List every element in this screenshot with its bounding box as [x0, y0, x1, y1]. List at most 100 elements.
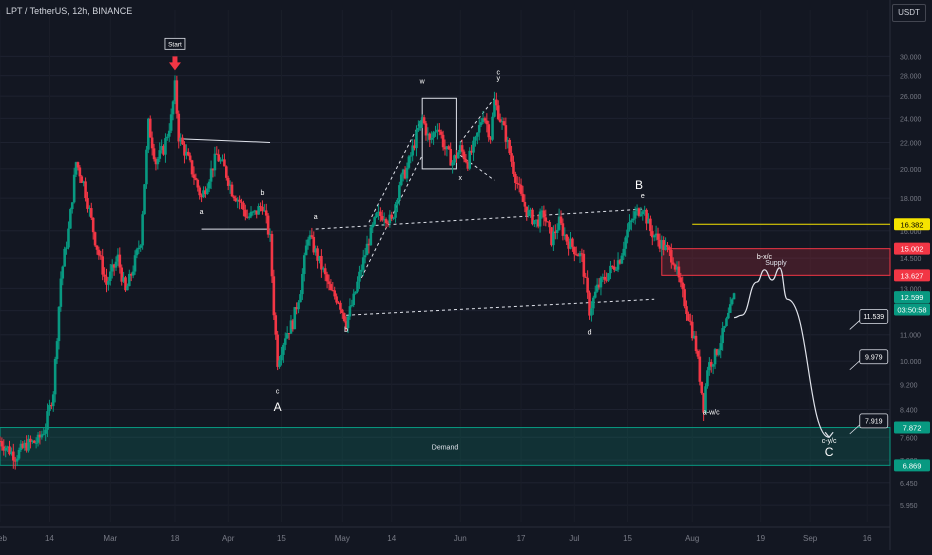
x-tick-label: 18: [171, 534, 180, 543]
candle-body: [656, 233, 660, 240]
wave-box: [421, 97, 457, 170]
candle: [129, 272, 133, 282]
candle-body: [409, 155, 413, 157]
candle: [675, 261, 679, 275]
candle-body: [626, 229, 629, 238]
candle: [696, 349, 700, 359]
candle-body: [205, 188, 209, 195]
candle: [211, 168, 215, 178]
projection-path: [734, 267, 830, 438]
candle: [612, 259, 616, 273]
candle-body: [192, 174, 196, 179]
currency-button[interactable]: USDT: [892, 4, 926, 22]
candle-body: [270, 234, 274, 277]
candle: [186, 148, 190, 157]
wave-label: w: [419, 79, 426, 86]
candle-body: [418, 120, 422, 128]
candle-body: [515, 182, 519, 184]
candle-body: [34, 442, 38, 444]
candle: [626, 223, 629, 244]
candle-body: [445, 146, 449, 150]
candle-body: [341, 309, 344, 314]
candle: [280, 346, 283, 366]
candle-body: [86, 198, 89, 209]
y-tick-label: 20.000: [900, 167, 922, 174]
candle: [592, 295, 595, 315]
candle: [207, 179, 211, 193]
candle-body: [662, 240, 665, 250]
candle-body: [650, 231, 654, 238]
symbol-title: LPT / TetherUS, 12h, BINANCE: [6, 6, 133, 16]
candle: [689, 313, 692, 326]
candle-body: [586, 277, 589, 293]
candle: [512, 155, 515, 177]
candle-body: [108, 271, 112, 281]
candle: [162, 144, 165, 156]
wave-label: b: [260, 190, 264, 197]
candle: [639, 207, 643, 217]
candle-body: [728, 304, 732, 313]
candle: [557, 208, 561, 231]
candle-body: [245, 216, 249, 218]
candle: [700, 381, 704, 395]
candle-body: [472, 140, 475, 153]
candle-body: [631, 218, 635, 221]
candle: [529, 207, 532, 218]
candle-body: [525, 206, 529, 216]
candle-body: [148, 118, 152, 138]
candle-body: [457, 152, 460, 159]
price-axis-label-text: 15.002: [901, 245, 924, 254]
candle-body: [51, 394, 55, 407]
candle: [301, 268, 304, 300]
candle: [314, 245, 317, 256]
candle: [59, 271, 63, 312]
candle: [120, 264, 124, 286]
candle-body: [38, 434, 42, 438]
candle-body: [12, 451, 15, 461]
candle: [348, 298, 352, 320]
candle: [327, 274, 331, 291]
candle: [19, 440, 23, 452]
candle: [147, 117, 150, 154]
candle: [694, 331, 698, 354]
candle: [225, 165, 228, 181]
candle-body: [367, 243, 371, 246]
candle-body: [527, 210, 530, 216]
candle: [411, 138, 414, 162]
candle: [424, 120, 428, 141]
y-tick-label: 8.400: [900, 408, 918, 415]
candle-body: [358, 271, 361, 282]
candle-body: [548, 221, 551, 228]
candle-body: [443, 147, 447, 150]
candle: [204, 186, 207, 198]
candle: [249, 206, 253, 219]
candle: [519, 178, 523, 196]
wave-label: c: [276, 388, 280, 395]
candle-body: [118, 254, 122, 268]
candle-body: [297, 302, 300, 310]
candle-body: [559, 216, 563, 224]
candle: [13, 456, 17, 470]
candle-body: [105, 276, 108, 285]
candle: [474, 135, 477, 147]
candle-body: [40, 434, 44, 438]
candle-body: [207, 181, 211, 189]
candle: [415, 125, 418, 157]
projection-arrowhead: [824, 431, 834, 439]
candle: [622, 241, 626, 261]
y-tick-label: 10.000: [900, 359, 922, 366]
candle-body: [301, 273, 304, 295]
target-callout: 11.539: [849, 309, 889, 330]
candle: [455, 150, 458, 163]
y-tick-label: 28.000: [900, 74, 922, 81]
candle: [255, 210, 259, 219]
candle: [116, 248, 120, 266]
price-axis-label-box: [894, 303, 930, 316]
price-axis-label-box: [894, 421, 930, 434]
candle: [713, 347, 717, 370]
candle: [569, 231, 572, 250]
candle-body: [339, 302, 342, 310]
candle: [555, 223, 559, 240]
